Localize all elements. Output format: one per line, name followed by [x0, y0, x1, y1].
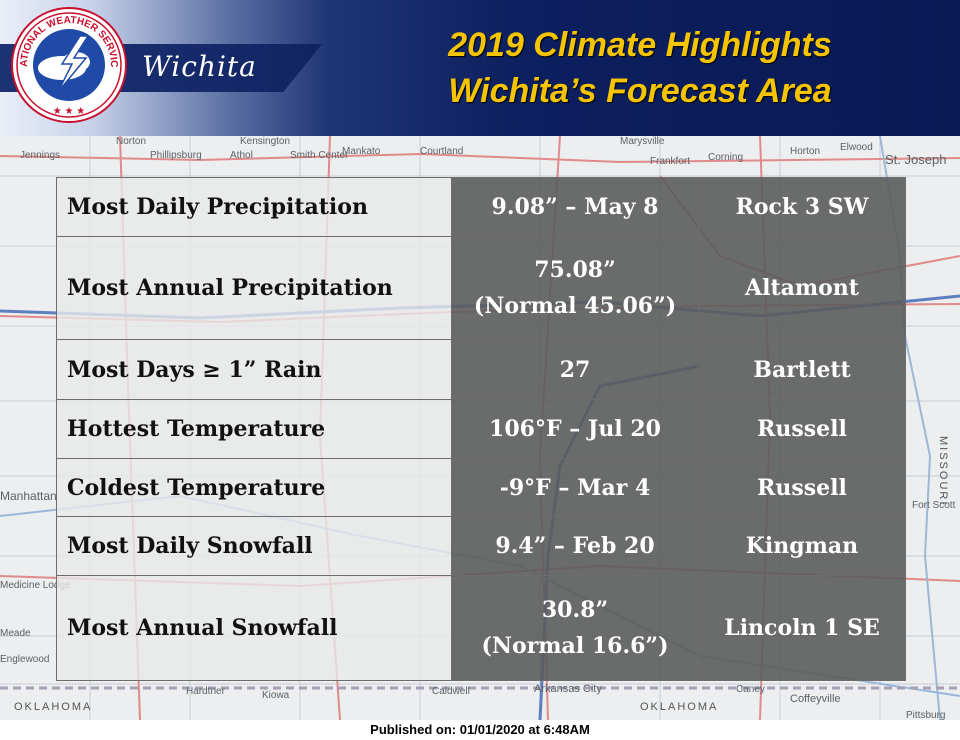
map-label: Norton	[116, 136, 146, 147]
state-label: OKLAHOMA	[14, 701, 92, 713]
map-label: Fort Scott	[912, 500, 956, 511]
row-value: 9.4” – Feb 20	[451, 516, 699, 576]
value-line: 9.08” – May 8	[491, 194, 659, 220]
map-label: Frankfort	[650, 156, 690, 167]
row-location: Lincoln 1 SE	[698, 575, 906, 681]
map-label: Elwood	[840, 142, 873, 153]
map-label: Medicine Lodge	[0, 580, 71, 591]
row-label: Most Daily Precipitation	[56, 177, 452, 237]
map-label: Englewood	[0, 654, 49, 665]
title-line-1: 2019 Climate Highlights	[448, 26, 832, 64]
map-label: Kensington	[240, 136, 290, 147]
header-banner: Wichita NATIONAL WEATHER SERVICE ★ ★ ★ 2…	[0, 0, 960, 136]
table-row: Most Annual Precipitation 75.08” (Normal …	[56, 236, 906, 340]
published-footer: Published on: 01/01/2020 at 6:48AM	[0, 720, 960, 740]
map-label: Manhattan	[0, 489, 57, 503]
row-label: Most Daily Snowfall	[56, 516, 452, 576]
map-label: Coffeyville	[790, 693, 841, 705]
row-label: Most Annual Precipitation	[56, 236, 452, 340]
value-normal: (Normal 45.06”)	[473, 293, 677, 319]
value-line: -9°F – Mar 4	[499, 474, 651, 501]
row-label: Most Days ≥ 1” Rain	[56, 339, 452, 400]
map-label: Caney	[736, 684, 765, 695]
map-label: Hardtner	[186, 686, 226, 697]
map-label: Arkansas City	[534, 683, 602, 695]
row-value: 75.08” (Normal 45.06”)	[451, 236, 699, 340]
map-label: Pittsburg	[906, 710, 945, 720]
map-label: Kiowa	[262, 690, 290, 701]
title-line-2: Wichita’s Forecast Area	[448, 72, 832, 110]
table-row: Coldest Temperature -9°F – Mar 4 Russell	[56, 458, 906, 517]
state-label: OKLAHOMA	[640, 701, 718, 713]
value-line: 75.08”	[534, 257, 616, 283]
value-line: 30.8”	[541, 597, 609, 623]
value-line: 106°F – Jul 20	[489, 416, 661, 442]
table-row: Most Days ≥ 1” Rain 27 Bartlett	[56, 339, 906, 400]
row-location: Kingman	[698, 516, 906, 576]
row-value: 9.08” – May 8	[451, 177, 699, 237]
row-location: Rock 3 SW	[698, 177, 906, 237]
row-value: 30.8” (Normal 16.6”)	[451, 575, 699, 681]
map-label: Courtland	[420, 146, 463, 157]
row-label: Most Annual Snowfall	[56, 575, 452, 681]
table-row: Most Annual Snowfall 30.8” (Normal 16.6”)…	[56, 575, 906, 681]
row-location: Russell	[698, 458, 906, 517]
row-location: Bartlett	[698, 339, 906, 400]
map-label: Caldwell	[432, 686, 470, 697]
table-row: Most Daily Snowfall 9.4” – Feb 20 Kingma…	[56, 516, 906, 576]
value-line: 27	[559, 356, 591, 383]
office-name: Wichita	[142, 50, 257, 83]
map-label: Phillipsburg	[150, 150, 202, 161]
state-label: MISSOURI	[937, 436, 949, 506]
table-row: Hottest Temperature 106°F – Jul 20 Russe…	[56, 399, 906, 459]
value-line: 9.4” – Feb 20	[495, 533, 655, 559]
map-label: Meade	[0, 628, 31, 639]
page-title: 2019 Climate Highlights Wichita’s Foreca…	[360, 22, 920, 114]
map-label: Mankato	[342, 146, 381, 157]
svg-text:★ ★ ★: ★ ★ ★	[53, 106, 85, 117]
map-label: Corning	[708, 152, 743, 163]
row-label: Coldest Temperature	[56, 458, 452, 517]
table-row: Most Daily Precipitation 9.08” – May 8 R…	[56, 177, 906, 237]
row-value: -9°F – Mar 4	[451, 458, 699, 517]
row-value: 106°F – Jul 20	[451, 399, 699, 459]
row-location: Russell	[698, 399, 906, 459]
map-label: Marysville	[620, 136, 665, 147]
map-label: Athol	[230, 150, 253, 161]
row-location: Altamont	[698, 236, 906, 340]
value-normal: (Normal 16.6”)	[481, 633, 669, 659]
row-value: 27	[451, 339, 699, 400]
map-label: Jennings	[20, 150, 60, 161]
map-label: Smith Center	[290, 150, 349, 161]
map-label: St. Joseph	[885, 152, 946, 167]
row-label: Hottest Temperature	[56, 399, 452, 459]
climate-highlights-table: Most Daily Precipitation 9.08” – May 8 R…	[56, 177, 906, 681]
nws-logo-icon: NATIONAL WEATHER SERVICE ★ ★ ★	[10, 6, 127, 123]
map-label: Horton	[790, 146, 820, 157]
